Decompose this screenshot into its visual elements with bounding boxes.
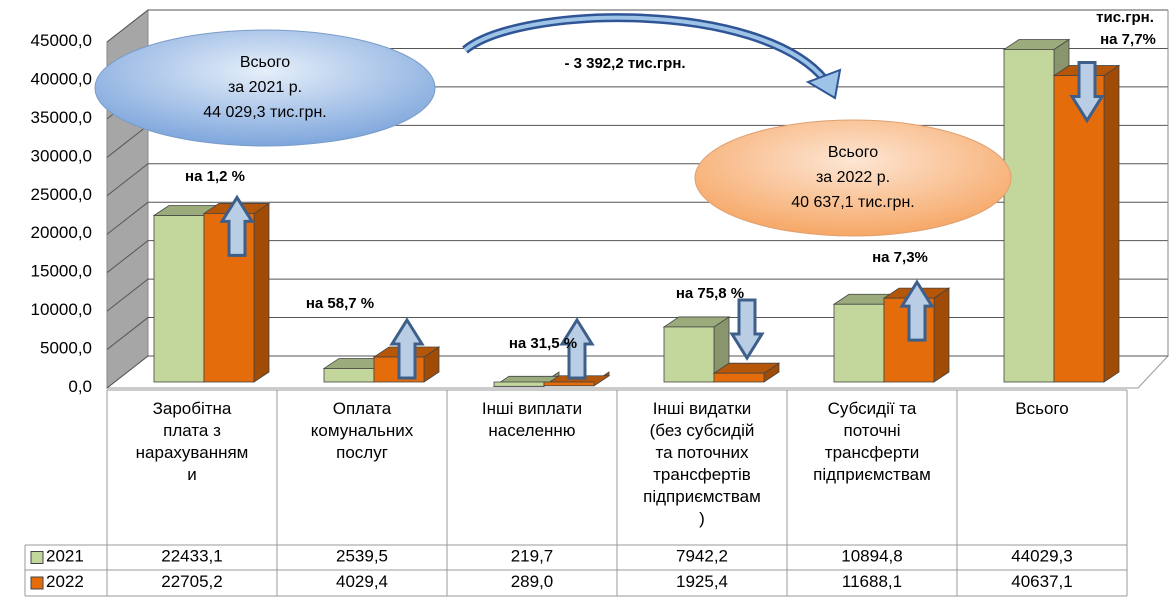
bar — [323, 368, 375, 383]
bar — [1053, 75, 1105, 383]
callout-text: Всього за 2022 р. 40 637,1 тис.грн. — [791, 144, 914, 211]
grid-line — [106, 240, 1168, 274]
bar — [153, 215, 205, 383]
callout-ellipse — [694, 119, 1012, 237]
legend-label: 2021 — [46, 547, 84, 566]
bar — [713, 372, 765, 383]
x-tick-label: Субсидії та поточні трансферти підприємства… — [813, 399, 931, 484]
bar-side — [1103, 64, 1120, 383]
bar — [543, 381, 595, 387]
legend-swatch — [30, 576, 44, 590]
annotation: - 3 392,2 тис.грн. — [564, 55, 685, 72]
x-tick-label: Заробітна плата з нарахуванням и — [136, 399, 249, 484]
y-tick-label: 30000,0 — [31, 147, 92, 166]
annotation: на 1,2 % — [185, 168, 245, 185]
table-value: 7942,2 — [676, 547, 728, 566]
table-value: 1925,4 — [676, 572, 728, 591]
table-value: 22705,2 — [161, 572, 222, 591]
annotation: на 31,5 % — [509, 335, 577, 352]
table-value: 22433,1 — [161, 547, 222, 566]
y-tick-label: 40000,0 — [31, 70, 92, 89]
up-arrow — [899, 279, 935, 342]
y-tick-label: 10000,0 — [31, 301, 92, 320]
annotation: тис.грн. — [1096, 9, 1154, 26]
y-tick-label: 20000,0 — [31, 224, 92, 243]
y-tick-label: 45000,0 — [31, 31, 92, 50]
up-arrow — [559, 317, 595, 380]
y-tick-label: 5000,0 — [40, 339, 92, 358]
grid-line — [106, 9, 1168, 43]
legend-label: 2022 — [46, 572, 84, 591]
y-tick-label: 35000,0 — [31, 108, 92, 127]
grid-line — [106, 278, 1168, 312]
up-arrow — [389, 317, 425, 380]
callout-text: Всього за 2021 р. 44 029,3 тис.грн. — [203, 54, 326, 121]
annotation: на 75,8 % — [676, 285, 744, 302]
down-arrow — [729, 298, 765, 361]
annotation: на 58,7 % — [306, 295, 374, 312]
bar-side — [933, 287, 950, 383]
table-value: 10894,8 — [841, 547, 902, 566]
table-value: 289,0 — [511, 572, 554, 591]
y-tick-label: 15000,0 — [31, 262, 92, 281]
bar-side — [253, 202, 270, 383]
bar — [493, 381, 545, 387]
callout-ellipse — [94, 29, 436, 147]
legend-swatch — [30, 551, 44, 564]
curved-arrow — [463, 15, 827, 82]
down-arrow — [1069, 61, 1105, 124]
table-value: 44029,3 — [1011, 547, 1072, 566]
curved-arrow-head — [805, 68, 842, 100]
table-value: 4029,4 — [336, 572, 388, 591]
table-value: 219,7 — [511, 547, 554, 566]
y-tick-label: 0,0 — [68, 377, 92, 396]
x-tick-label: Оплата комунальних послуг — [311, 399, 414, 462]
bar — [663, 326, 715, 383]
grid-line — [106, 317, 1168, 350]
up-arrow — [219, 194, 255, 257]
table-value: 11688,1 — [842, 572, 902, 591]
table-value: 2539,5 — [336, 547, 388, 566]
y-tick-label: 25000,0 — [31, 185, 92, 204]
x-tick-label: Інші виплати населенню — [482, 399, 582, 440]
annotation: на 7,3% — [872, 249, 928, 266]
grid-line — [106, 355, 1168, 389]
table-value: 40637,1 — [1011, 572, 1072, 591]
x-tick-label: Всього — [1015, 399, 1068, 418]
bar — [1003, 49, 1055, 383]
bar — [833, 303, 885, 383]
annotation: на 7,7% — [1100, 31, 1156, 48]
x-tick-label: Інші видатки (без субсидій та поточних тран… — [643, 399, 761, 528]
